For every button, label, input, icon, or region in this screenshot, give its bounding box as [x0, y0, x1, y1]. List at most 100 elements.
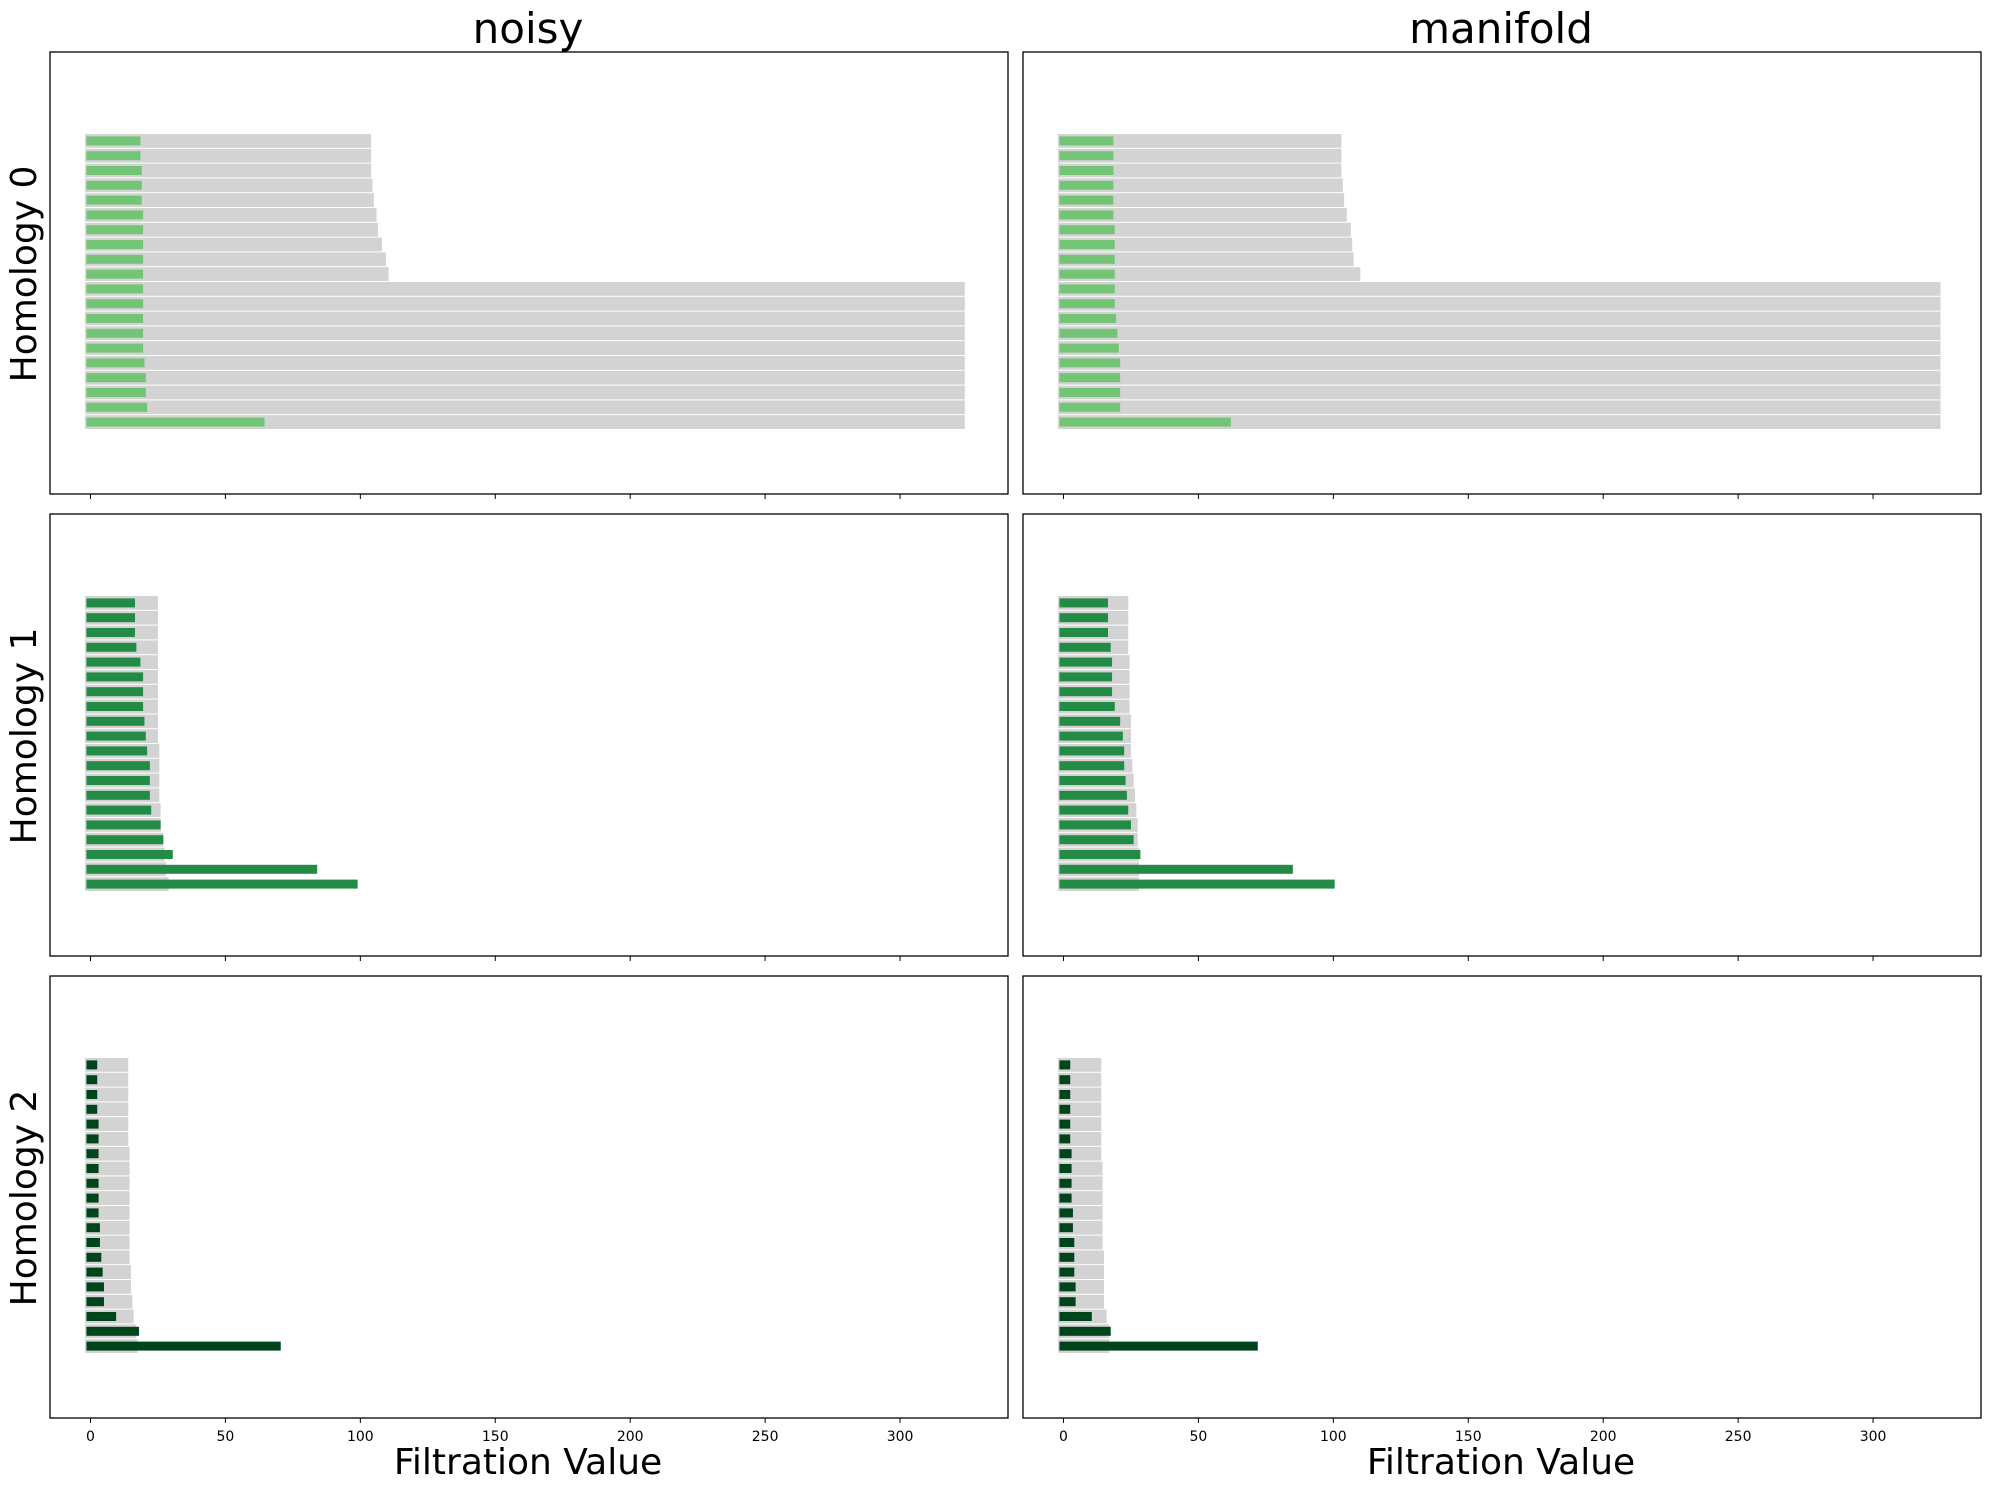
persistence-bar [1059, 657, 1113, 667]
persistence-bar [86, 746, 148, 756]
persistence-bar [86, 225, 144, 235]
panel-manifold-homology-1 [1022, 513, 1982, 961]
background-bar [85, 267, 389, 281]
panel-background [1023, 514, 1981, 956]
persistence-bar [86, 790, 150, 800]
background-bar [1058, 385, 1941, 400]
persistence-bar [86, 628, 136, 637]
persistence-bar [86, 1312, 117, 1321]
persistence-bar [1059, 1297, 1076, 1307]
persistence-bar [1059, 1119, 1071, 1129]
panel-manifold-homology-2: 0 50 100 150 200 250 300 [1022, 975, 1982, 1445]
persistence-bar [86, 343, 144, 353]
x-axis-label-noisy: Filtration Value [394, 1442, 662, 1483]
panel-frame [49, 513, 1009, 957]
persistence-bar [86, 1252, 102, 1262]
persistence-bar [86, 210, 144, 220]
persistence-bar [1059, 702, 1115, 711]
persistence-bar [86, 1238, 100, 1247]
row-label-homology-1: Homology 1 [4, 628, 45, 845]
background-bar [1058, 193, 1345, 207]
persistence-bar [86, 166, 142, 175]
persistence-bar [86, 1341, 281, 1351]
persistence-bar [1059, 1178, 1072, 1188]
persistence-bar [1059, 776, 1126, 785]
panel-noisy-homology-2: 0 50 100 150 200 250 300 [49, 975, 1009, 1445]
persistence-bar [1059, 716, 1121, 726]
persistence-bar [86, 328, 144, 338]
column-title-manifold: manifold [1409, 4, 1593, 53]
persistence-bar [86, 151, 141, 161]
panel-background [50, 514, 1008, 956]
persistence-bar [86, 820, 161, 830]
x-axis-label-manifold: Filtration Value [1367, 1442, 1635, 1483]
persistence-bar [86, 657, 141, 667]
persistence-bar [1059, 269, 1115, 279]
persistence-bar [1059, 388, 1121, 397]
persistence-bar [86, 864, 318, 874]
background-bar [85, 193, 374, 207]
background-bar [85, 370, 965, 385]
persistence-bar [1059, 373, 1121, 383]
background-bar [1058, 237, 1353, 252]
persistence-bar [86, 731, 146, 741]
persistence-bar [1059, 628, 1109, 637]
background-bar [85, 163, 372, 178]
background-bar [1058, 134, 1342, 148]
persistence-bar [1059, 613, 1109, 623]
persistence-bar [86, 672, 144, 682]
background-bar [85, 134, 372, 148]
persistence-bar [86, 1193, 99, 1203]
background-bar [85, 415, 965, 429]
panel-frame [1022, 51, 1982, 495]
persistence-bar [86, 284, 144, 294]
persistence-bar [1059, 1060, 1071, 1070]
background-bar [1058, 415, 1941, 429]
persistence-bar [1059, 761, 1125, 771]
background-bar [1058, 252, 1354, 267]
panel-background [1023, 976, 1981, 1418]
persistence-bar [1059, 790, 1127, 800]
persistence-bar [1059, 254, 1115, 264]
persistence-bar [86, 373, 146, 383]
persistence-bar [86, 1178, 99, 1188]
persistence-bar [86, 195, 142, 205]
x-tick-label: 200 [1590, 1429, 1617, 1445]
background-bar [85, 311, 965, 326]
background-bar [1058, 356, 1941, 370]
background-bar [85, 341, 965, 355]
persistence-bar [1059, 687, 1113, 697]
persistence-bar [86, 1267, 103, 1277]
persistence-bar [86, 358, 145, 368]
persistence-bar [1059, 746, 1125, 756]
persistence-bar [1059, 1252, 1075, 1262]
x-tick-label: 50 [216, 1429, 234, 1445]
persistence-bar [1059, 417, 1231, 427]
background-bar [1058, 370, 1941, 385]
persistence-bar [1059, 1326, 1111, 1336]
background-bar [85, 252, 386, 267]
panel-background [50, 976, 1008, 1418]
background-bar [85, 237, 382, 252]
persistence-bar [1059, 1238, 1075, 1247]
x-tick-label: 150 [482, 1429, 509, 1445]
background-bar [1058, 282, 1941, 296]
persistence-bar [86, 850, 173, 859]
x-tick-label: 250 [1725, 1429, 1752, 1445]
panel-noisy-homology-0 [49, 51, 1009, 499]
persistence-bar [1059, 1267, 1075, 1277]
x-tick-label: 150 [1455, 1429, 1482, 1445]
x-tick-label: 50 [1189, 1429, 1207, 1445]
x-tick-label: 100 [347, 1429, 374, 1445]
persistence-bar [86, 180, 142, 190]
persistence-bar [1059, 151, 1114, 161]
background-bar [1058, 341, 1941, 355]
background-bar [85, 222, 378, 237]
persistence-bar [86, 613, 136, 623]
persistence-bar [1059, 1104, 1071, 1114]
panels-layer: 0 50 100 150 200 250 300 0 50 100 150 200 250 300 [49, 51, 1982, 1445]
panel-frame [1022, 513, 1982, 957]
persistence-bar [1059, 642, 1111, 652]
persistence-bar [86, 702, 144, 711]
persistence-bar [86, 299, 144, 309]
